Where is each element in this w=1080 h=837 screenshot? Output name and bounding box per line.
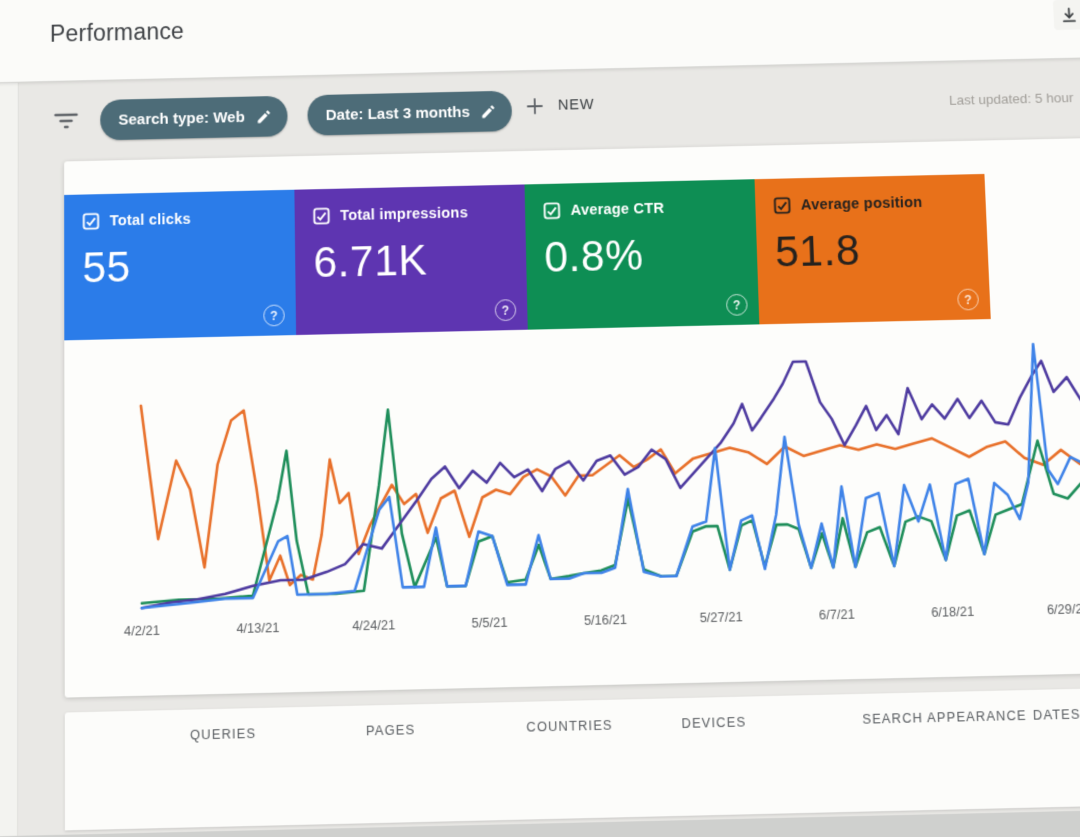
checked-checkbox-icon[interactable] — [773, 197, 791, 215]
new-filter-label: NEW — [557, 96, 595, 114]
total-impressions-tile[interactable]: Total impressions 6.71K ? — [294, 184, 528, 336]
edit-pencil-icon — [481, 104, 496, 119]
x-tick-label: 4/24/21 — [352, 617, 396, 634]
x-tick-label: 6/29/21 — [1046, 601, 1080, 618]
export-button[interactable] — [1052, 0, 1080, 31]
x-tick-label: 6/7/21 — [818, 607, 856, 623]
date-filter-chip[interactable]: Date: Last 3 months — [307, 90, 513, 136]
last-updated-text: Last updated: 5 hour — [948, 89, 1074, 108]
tab-devices[interactable]: DEVICES — [681, 714, 747, 732]
help-question-icon[interactable]: ? — [494, 299, 517, 322]
average-ctr-tile[interactable]: Average CTR 0.8% ? — [524, 179, 760, 330]
series-line-average-position — [141, 384, 1080, 589]
tab-search-appearance[interactable]: SEARCH APPEARANCE — [862, 708, 1028, 727]
help-question-icon[interactable]: ? — [956, 288, 980, 311]
chart-canvas — [64, 327, 1080, 666]
checked-checkbox-icon[interactable] — [313, 207, 330, 225]
metric-value: 6.71K — [313, 235, 428, 287]
help-question-icon[interactable]: ? — [725, 293, 748, 316]
metric-label: Total impressions — [340, 204, 469, 224]
filter-list-icon[interactable] — [52, 110, 80, 133]
metric-value: 55 — [82, 242, 131, 292]
series-line-average-ctr — [141, 393, 1080, 603]
tab-countries[interactable]: COUNTRIES — [526, 717, 613, 735]
tab-pages[interactable]: PAGES — [365, 722, 416, 739]
edit-pencil-icon — [256, 109, 271, 124]
new-filter-button[interactable]: NEW — [525, 95, 595, 117]
search-type-filter-label: Search type: Web — [118, 108, 245, 129]
plus-icon — [525, 96, 546, 117]
search-type-filter-chip[interactable]: Search type: Web — [100, 95, 288, 141]
metric-value: 51.8 — [774, 225, 861, 276]
average-position-tile[interactable]: Average position 51.8 ? — [754, 173, 991, 325]
metric-label: Average position — [800, 194, 923, 214]
x-tick-label: 6/18/21 — [930, 604, 975, 621]
dimension-tabs-panel: QUERIES PAGES COUNTRIES DEVICES SEARCH APPEA… — [64, 686, 1080, 831]
metric-label: Average CTR — [570, 200, 665, 219]
page-left-edge — [0, 0, 19, 837]
tab-queries[interactable]: QUERIES — [190, 726, 257, 743]
x-tick-label: 5/16/21 — [583, 612, 628, 629]
performance-line-chart: 4/2/21 4/13/21 4/24/21 5/5/21 5/16/21 5/27/21… — [64, 327, 1080, 666]
x-tick-label: 5/27/21 — [699, 609, 743, 626]
tab-dates[interactable]: DATES — [1032, 706, 1080, 723]
download-icon — [1060, 6, 1078, 23]
x-tick-label: 4/2/21 — [124, 623, 160, 639]
metric-tiles-row: Total clicks 55 ? Total impressions 6.71… — [64, 173, 991, 341]
x-tick-label: 5/5/21 — [471, 615, 508, 631]
header-bar: Performance — [0, 0, 1080, 84]
date-filter-label: Date: Last 3 months — [325, 103, 471, 124]
page-title: Performance — [49, 17, 185, 47]
x-tick-label: 4/13/21 — [236, 620, 280, 637]
metric-value: 0.8% — [543, 230, 644, 281]
performance-panel: Total clicks 55 ? Total impressions 6.71… — [64, 137, 1080, 698]
metric-label: Total clicks — [109, 210, 191, 230]
help-question-icon[interactable]: ? — [263, 304, 285, 327]
total-clicks-tile[interactable]: Total clicks 55 ? — [64, 189, 297, 341]
checked-checkbox-icon[interactable] — [82, 212, 99, 230]
checked-checkbox-icon[interactable] — [543, 202, 561, 220]
